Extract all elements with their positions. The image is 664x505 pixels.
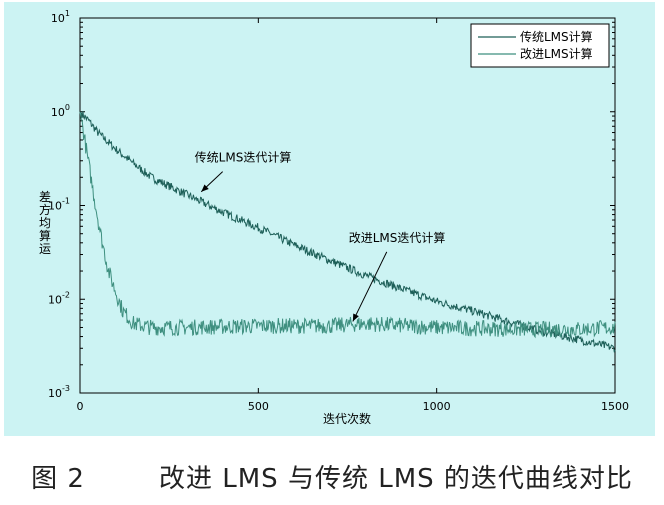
y-tick-exponent: -1 [62,197,70,206]
figure-panel: 10-3 10-2 10-1 100 101 0 500 1000 1500 传统LMS迭代计… [4,2,655,436]
annotation-arrow-head [352,313,359,322]
y-tick-label: 100 [51,103,70,119]
y-tick-exponent: 1 [65,9,70,18]
y-tick-base: 10 [48,293,62,306]
y-tick-exponent: -2 [62,290,70,299]
y-tick-base: 10 [48,200,62,213]
y-tick-exponent: -3 [62,384,70,393]
y-tick-label: 10-1 [48,197,70,213]
legend-box [470,23,610,68]
x-axis: 0 500 1000 1500 [77,18,629,413]
figure-caption: 图 2 改进 LMS 与传统 LMS 的迭代曲线对比 [31,464,633,494]
series-line-2 [79,111,616,339]
y-tick-base: 10 [48,387,62,400]
x-tick-label: 0 [77,400,84,413]
y-tick-label: 10-2 [48,290,70,306]
annotation-label: 传统LMS迭代计算 [195,150,292,165]
y-tick-label: 101 [51,9,70,25]
x-axis-label: 迭代次数 [323,411,371,426]
y-axis-label-char: 均 [39,216,51,230]
x-tick-label: 1000 [423,400,451,413]
y-axis-label-char: 差 [39,190,51,204]
series-lines [79,111,616,353]
legend-label-1: 传统LMS计算 [520,29,593,44]
y-tick-label: 10-3 [48,384,70,400]
x-tick-label: 1500 [601,400,629,413]
y-axis-label-char: 方 [39,202,51,217]
y-tick-exponent: 0 [65,103,70,112]
annotation-label: 改进LMS迭代计算 [349,230,446,245]
y-tick-base: 10 [51,12,65,25]
series-line-1 [79,111,616,353]
y-axis-label-char: 算 [39,228,51,243]
x-tick-label: 500 [248,400,269,413]
y-tick-base: 10 [51,106,65,119]
annotation-arrow-head [201,184,209,192]
y-axis-label-char: 运 [39,242,51,256]
legend-label-2: 改进LMS计算 [520,46,593,61]
annotation-arrow-shaft [352,251,388,322]
